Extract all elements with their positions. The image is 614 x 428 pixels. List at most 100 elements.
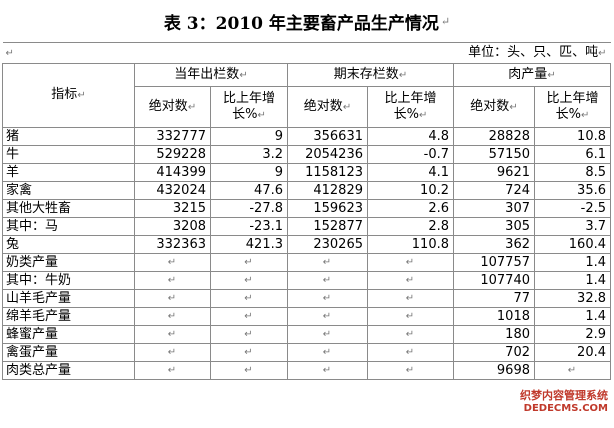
row-label: 其中：马: [2, 217, 135, 236]
watermark: 织梦内容管理系统 DEDECMS.COM: [518, 388, 610, 416]
row-label: 家禽: [2, 181, 135, 200]
table-cell: 1.4: [534, 307, 611, 326]
table-cell: 2.6: [367, 199, 454, 218]
header-growth: 比上年增长%↵: [534, 86, 611, 128]
table-cell: -2.5: [534, 199, 611, 218]
row-label: 其他大牲畜: [2, 199, 135, 218]
table-cell: 4.8: [367, 127, 454, 146]
table-cell: ↵: [134, 343, 211, 362]
row-label: 绵羊毛产量: [2, 307, 135, 326]
header-absolute: 绝对数↵: [287, 86, 368, 128]
table-cell: 9621: [453, 163, 535, 182]
table-cell: 77: [453, 289, 535, 308]
table-cell: 332777: [134, 127, 211, 146]
table-cell: ↵: [210, 361, 288, 380]
row-label: 蜂蜜产量: [2, 325, 135, 344]
table-cell: 107757: [453, 253, 535, 272]
paragraph-mark-icon: ↵: [440, 14, 451, 28]
table-cell: 180: [453, 325, 535, 344]
table-cell: ↵: [367, 307, 454, 326]
table-cell: 432024: [134, 181, 211, 200]
row-label: 山羊毛产量: [2, 289, 135, 308]
row-label: 兔: [2, 235, 135, 254]
table-row: 山羊毛产量 ↵ ↵ ↵ ↵ 77 32.8: [2, 289, 611, 308]
table-cell: ↵: [134, 307, 211, 326]
table-cell: ↵: [210, 307, 288, 326]
table-cell: ↵: [210, 289, 288, 308]
table-cell: 28828: [453, 127, 535, 146]
unit-label: 单位：头、只、匹、吨↵: [134, 42, 611, 64]
table-cell: 10.8: [534, 127, 611, 146]
table-cell: ↵: [287, 271, 368, 290]
table-cell: 6.1: [534, 145, 611, 164]
table-cell: 4.1: [367, 163, 454, 182]
table-cell: ↵: [134, 325, 211, 344]
table-cell: ↵: [134, 271, 211, 290]
table-cell: ↵: [287, 343, 368, 362]
row-label: 肉类总产量: [2, 361, 135, 380]
table-cell: 47.6: [210, 181, 288, 200]
table-cell: 230265: [287, 235, 368, 254]
table-cell: 3215: [134, 199, 211, 218]
table-cell: ↵: [367, 253, 454, 272]
table-cell: 414399: [134, 163, 211, 182]
table-cell: 3.7: [534, 217, 611, 236]
table-row: 兔 332363 421.3 230265 110.8 362 160.4: [2, 235, 611, 254]
table-cell: ↵: [287, 253, 368, 272]
table-cell: ↵: [210, 271, 288, 290]
table-cell: 529228: [134, 145, 211, 164]
table-cell: 10.2: [367, 181, 454, 200]
table-row: 禽蛋产量 ↵ ↵ ↵ ↵ 702 20.4: [2, 343, 611, 362]
table-cell: 3.2: [210, 145, 288, 164]
table-cell: 8.5: [534, 163, 611, 182]
table-cell: 35.6: [534, 181, 611, 200]
table-row: 绵羊毛产量 ↵ ↵ ↵ ↵ 1018 1.4: [2, 307, 611, 326]
table-cell: ↵: [287, 289, 368, 308]
table-cell: 724: [453, 181, 535, 200]
table-row: 奶类产量 ↵ ↵ ↵ ↵ 107757 1.4: [2, 253, 611, 272]
table-cell: ↵: [134, 289, 211, 308]
table-cell: 412829: [287, 181, 368, 200]
table-cell: 702: [453, 343, 535, 362]
table-cell: -27.8: [210, 199, 288, 218]
table-cell: ↵: [367, 289, 454, 308]
row-label: 禽蛋产量: [2, 343, 135, 362]
table-cell: 1158123: [287, 163, 368, 182]
table-row: 猪 332777 9 356631 4.8 28828 10.8: [2, 127, 611, 146]
table-cell: -0.7: [367, 145, 454, 164]
header-group-meat: 肉产量↵: [453, 63, 611, 87]
table-cell: ↵: [287, 325, 368, 344]
table-cell: 307: [453, 199, 535, 218]
header-growth: 比上年增长%↵: [210, 86, 288, 128]
header-group-slaughter: 当年出栏数↵: [134, 63, 288, 87]
table-cell: 1.4: [534, 271, 611, 290]
table-cell: 2054236: [287, 145, 368, 164]
header-indicator: 指标↵: [2, 63, 135, 128]
table-cell: 362: [453, 235, 535, 254]
header-absolute: 绝对数↵: [134, 86, 211, 128]
table-row: 牛 529228 3.2 2054236 -0.7 57150 6.1: [2, 145, 611, 164]
table-cell: 356631: [287, 127, 368, 146]
table-cell: 305: [453, 217, 535, 236]
unit-row-mark: ↵: [2, 42, 135, 64]
table-cell: ↵: [210, 253, 288, 272]
table-cell: 2.9: [534, 325, 611, 344]
table-cell: 9: [210, 163, 288, 182]
table-cell: 152877: [287, 217, 368, 236]
table-cell: 159623: [287, 199, 368, 218]
unit-row: ↵ 单位：头、只、匹、吨↵: [2, 42, 611, 64]
row-label: 牛: [2, 145, 135, 164]
table-row: 蜂蜜产量 ↵ ↵ ↵ ↵ 180 2.9: [2, 325, 611, 344]
header-growth: 比上年增长%↵: [367, 86, 454, 128]
table-cell: ↵: [287, 361, 368, 380]
header-row-sub: 绝对数↵ 比上年增长%↵ 绝对数↵ 比上年增长%↵ 绝对数↵ 比上年增长%↵: [3, 86, 611, 128]
table-row: 羊 414399 9 1158123 4.1 9621 8.5: [2, 163, 611, 182]
livestock-table: ↵ 单位：头、只、匹、吨↵ 指标↵ 当年出栏数↵ 期末存栏数↵ 肉产量↵ 绝对数…: [2, 42, 611, 380]
table-cell: ↵: [367, 361, 454, 380]
header-group-stock: 期末存栏数↵: [287, 63, 454, 87]
table-cell: ↵: [287, 307, 368, 326]
row-label: 奶类产量: [2, 253, 135, 272]
table-cell: ↵: [210, 325, 288, 344]
table-cell: 332363: [134, 235, 211, 254]
table-cell: 3208: [134, 217, 211, 236]
